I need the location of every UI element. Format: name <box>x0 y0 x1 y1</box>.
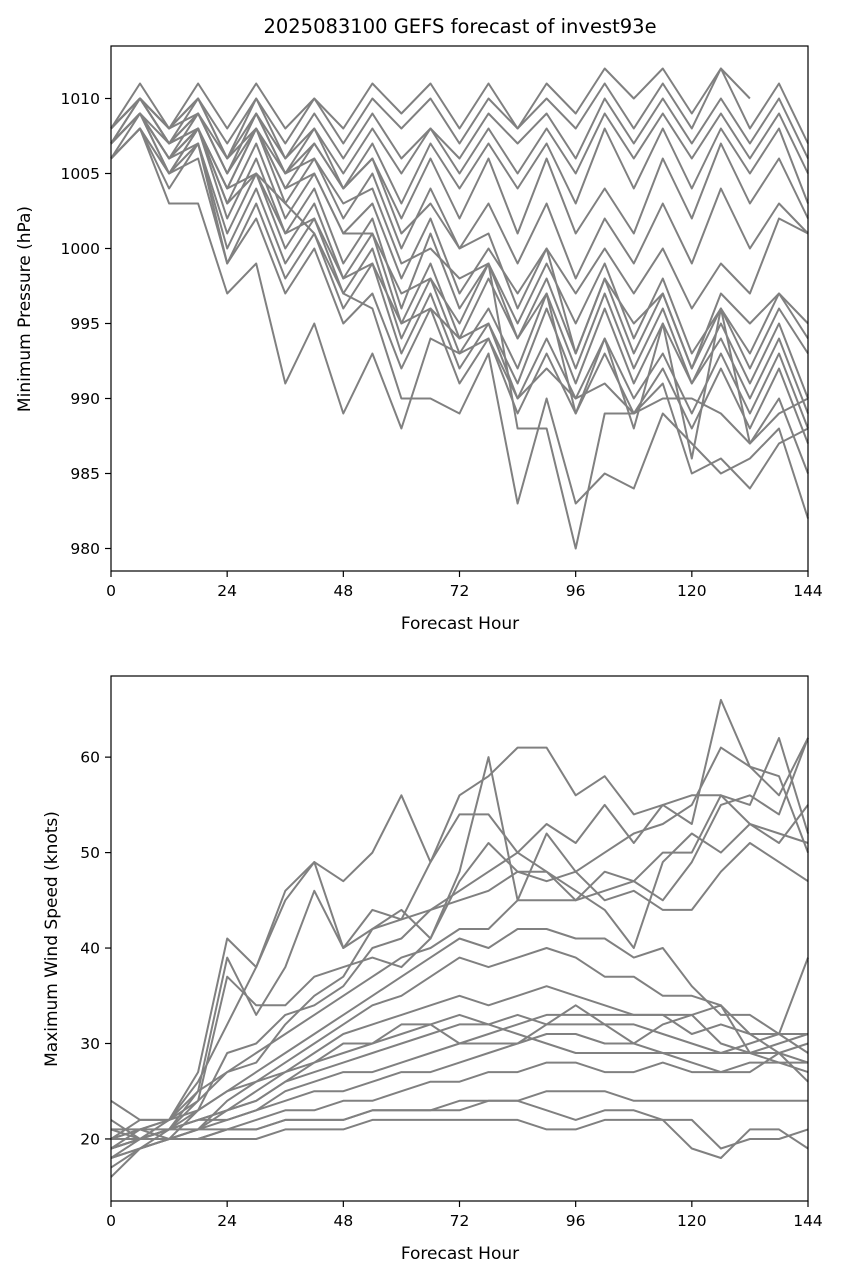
chart-title: 2025083100 GEFS forecast of invest93e <box>263 15 656 38</box>
pressure-member-line-1 <box>110 67 751 130</box>
wind-y-tick-label: 60 <box>80 749 100 767</box>
wind-y-tick-label: 50 <box>80 844 100 862</box>
wind-member-line-7 <box>110 794 809 1140</box>
wind-x-tick-label: 48 <box>333 1212 353 1230</box>
wind-y-tick-label: 30 <box>80 1035 100 1053</box>
pressure-x-tick-label: 120 <box>677 582 707 600</box>
wind-x-ticks: 0 24 48 72 96 120 144 <box>106 1201 823 1230</box>
wind-member-line-3 <box>110 737 809 1159</box>
pressure-member-line-18 <box>110 97 809 460</box>
pressure-y-tick-label: 990 <box>70 390 100 408</box>
wind-member-line-1 <box>110 698 809 1140</box>
wind-member-line-19 <box>110 957 809 1121</box>
wind-member-line-16 <box>110 1099 809 1150</box>
wind-member-line-18 <box>110 1004 809 1140</box>
wind-y-tick-label: 20 <box>80 1130 100 1148</box>
pressure-member-line-14 <box>110 127 809 444</box>
pressure-member-line-19 <box>110 97 809 370</box>
pressure-panel: 2025083100 GEFS forecast of invest93e 0 2… <box>15 15 823 634</box>
pressure-x-tick-label: 24 <box>217 582 237 600</box>
pressure-member-line-2 <box>110 67 809 145</box>
pressure-member-line-16 <box>110 112 809 519</box>
pressure-x-tick-label: 144 <box>793 582 823 600</box>
wind-panel: 0 24 48 72 96 120 144 20 30 40 50 60 Forecast Hour… <box>42 675 823 1264</box>
pressure-y-tick-label: 1005 <box>61 165 100 183</box>
pressure-y-tick-label: 980 <box>70 540 100 558</box>
wind-x-axis-label: Forecast Hour <box>401 1244 519 1264</box>
pressure-member-line-15 <box>110 97 809 474</box>
wind-member-line-4 <box>110 737 809 1140</box>
pressure-y-tick-label: 1000 <box>61 240 100 258</box>
wind-x-tick-label: 120 <box>677 1212 707 1230</box>
wind-y-tick-label: 40 <box>80 940 100 958</box>
pressure-member-line-13 <box>110 112 809 429</box>
wind-y-axis-label: Maximum Wind Speed (knots) <box>42 811 62 1067</box>
wind-member-line-9 <box>110 947 809 1159</box>
wind-member-line-2 <box>110 737 809 1150</box>
pressure-x-axis-label: Forecast Hour <box>401 614 519 634</box>
wind-x-tick-label: 72 <box>450 1212 470 1230</box>
pressure-y-tick-label: 1010 <box>61 90 100 108</box>
wind-series-group <box>110 698 809 1178</box>
wind-member-line-13 <box>111 1033 809 1140</box>
wind-member-line-17 <box>111 1118 809 1159</box>
wind-member-line-8 <box>110 928 809 1150</box>
pressure-member-line-9 <box>110 127 809 355</box>
wind-x-tick-label: 144 <box>793 1212 823 1230</box>
pressure-x-tick-label: 96 <box>566 582 586 600</box>
wind-x-tick-label: 0 <box>106 1212 116 1230</box>
pressure-y-tick-label: 985 <box>70 465 100 483</box>
wind-member-line-5 <box>110 842 809 1140</box>
pressure-y-tick-label: 995 <box>70 315 100 333</box>
wind-y-ticks: 20 30 40 50 60 <box>80 749 111 1148</box>
pressure-x-tick-label: 72 <box>450 582 470 600</box>
pressure-y-axis-label: Minimum Pressure (hPa) <box>15 206 35 412</box>
pressure-y-ticks: 980 985 990 995 1000 1005 1010 <box>61 90 111 558</box>
pressure-member-line-11 <box>110 127 809 399</box>
pressure-series-group <box>110 67 809 550</box>
wind-x-tick-label: 24 <box>217 1212 237 1230</box>
pressure-x-ticks: 0 24 48 72 96 120 144 <box>106 571 823 600</box>
pressure-x-tick-label: 0 <box>106 582 116 600</box>
pressure-x-tick-label: 48 <box>333 582 353 600</box>
wind-x-tick-label: 96 <box>566 1212 586 1230</box>
